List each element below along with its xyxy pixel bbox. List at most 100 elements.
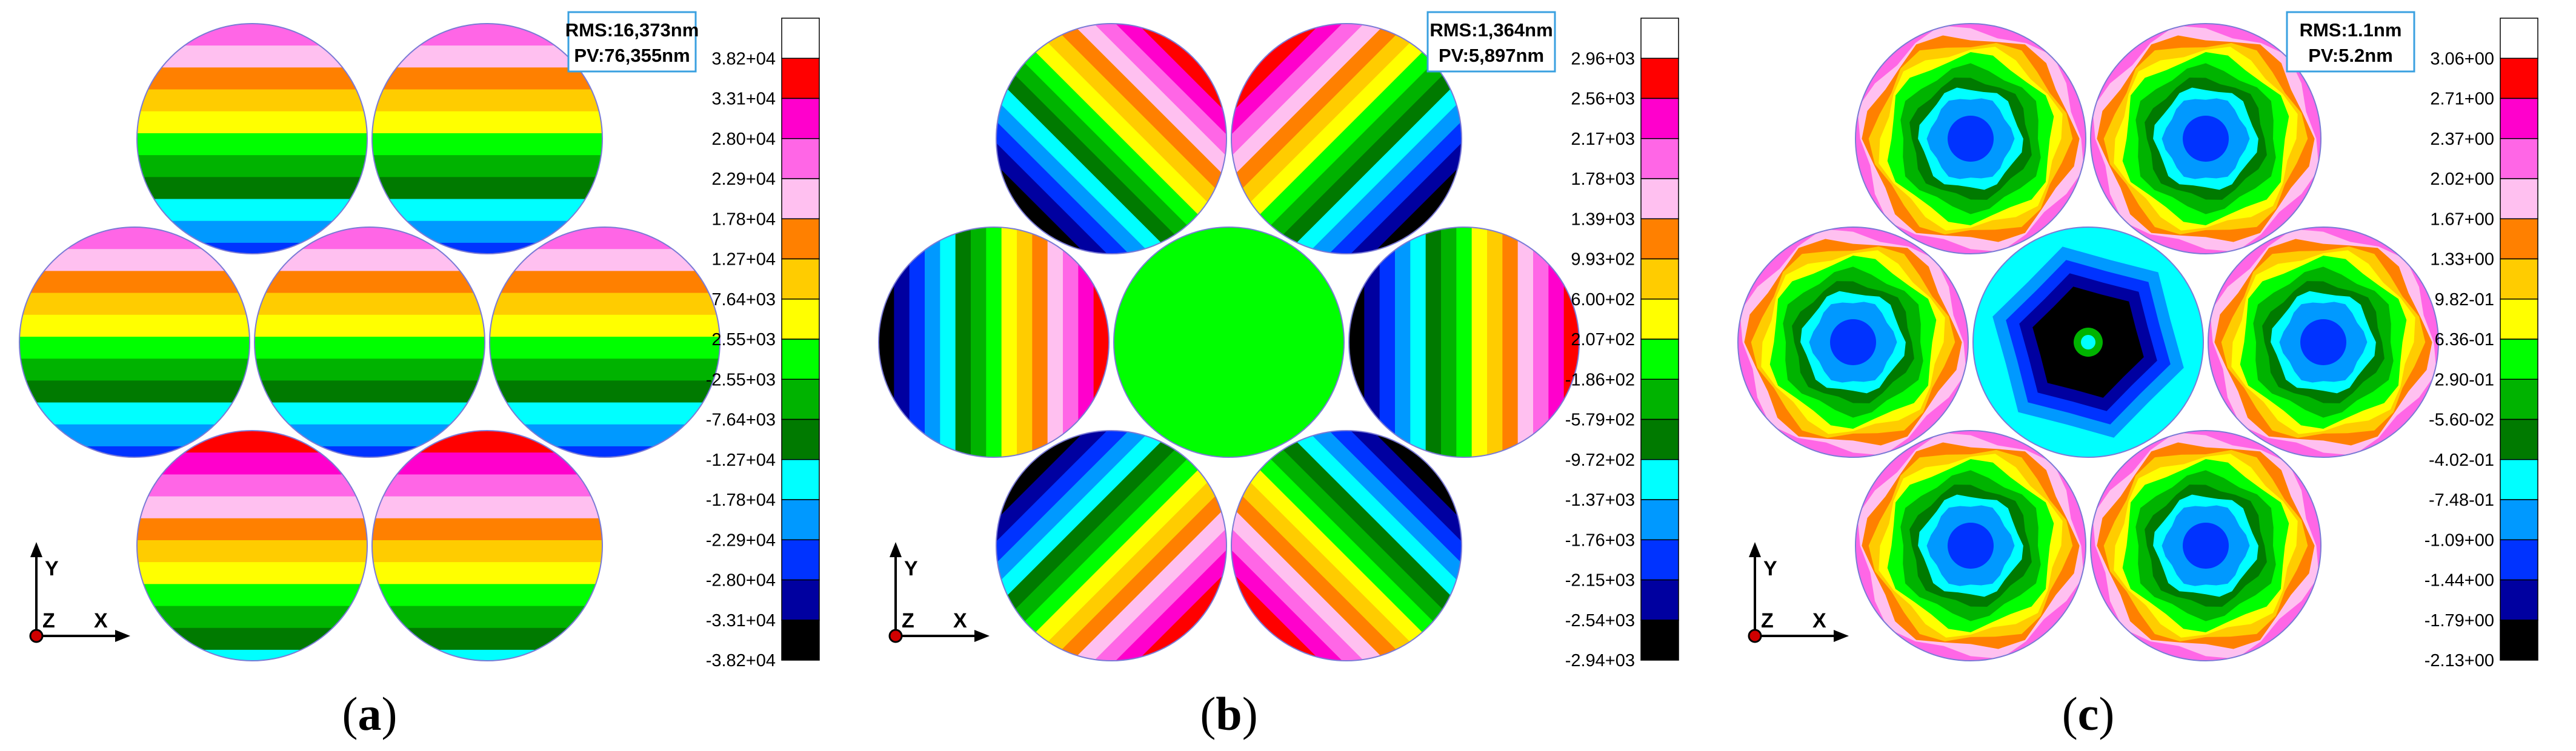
contour-band <box>1231 24 1462 254</box>
contour-band <box>1047 227 1063 457</box>
contour-band <box>1294 87 1462 254</box>
scale-tick-label: 2.02+00 <box>2430 170 2494 189</box>
contour-band <box>1240 33 1462 254</box>
mirror-segment <box>1973 227 2203 457</box>
scale-swatch <box>781 258 820 300</box>
segment-outline <box>1855 23 2086 254</box>
contour-band <box>1231 451 1442 661</box>
z-origin-icon <box>29 629 44 643</box>
contour-band <box>19 271 250 294</box>
y-axis-label: Y <box>904 557 918 580</box>
contour-band <box>1037 24 1226 213</box>
contour-band <box>1231 24 1442 234</box>
segment-outline <box>19 227 250 458</box>
segment-outline <box>996 430 1227 661</box>
mirror-segment <box>1855 431 2086 661</box>
contour-band <box>1948 116 1994 162</box>
contour-band <box>1441 227 1457 457</box>
scale-tick-label: -1.76+03 <box>1565 531 1635 550</box>
contour-band <box>1048 24 1226 202</box>
contour-band <box>996 431 1226 661</box>
scale-swatch <box>781 379 820 420</box>
panel-c: RMS:1.1nm PV:5.2nm 3.06+00 2.71+00 2.37+00 2.… <box>1737 11 2538 740</box>
contour-band <box>19 336 250 359</box>
rms-pv-box: RMS:1.1nm PV:5.2nm <box>2286 11 2415 73</box>
contour-band <box>996 24 1226 254</box>
contour-band <box>372 738 602 751</box>
contour-band <box>255 380 485 403</box>
scale-swatch <box>1640 258 1679 300</box>
contour-band <box>1231 483 1409 661</box>
contour-band <box>1027 462 1226 661</box>
mirror-segments <box>878 23 1580 661</box>
scale-tick-label: -5.60-02 <box>2429 411 2494 430</box>
contour-band <box>1231 24 1420 213</box>
scale-swatch <box>1640 58 1679 99</box>
contour-band <box>372 133 602 156</box>
contour-band <box>137 496 367 519</box>
scale-swatch <box>2500 98 2538 139</box>
contour-band <box>1283 431 1462 609</box>
scale-tick-label: -7.48-01 <box>2429 491 2494 510</box>
contour-band <box>996 33 1217 254</box>
scale-tick-label: 1.27+04 <box>711 250 776 270</box>
scale-tick-label: 2.37+00 <box>2430 130 2494 149</box>
pv-value: PV:76,355nm <box>574 45 690 66</box>
scale-tick-label: 1.33+00 <box>2430 250 2494 270</box>
color-scale: 3.82+04 3.31+04 2.80+04 2.29+04 1.78+04 1.27+… <box>706 18 820 670</box>
scale-swatch <box>1640 620 1679 661</box>
scale-tick-label: 9.82-01 <box>2435 290 2494 309</box>
contour-band <box>1948 523 1994 569</box>
mirror-segment <box>1114 227 1344 457</box>
contour-band <box>996 431 1218 652</box>
scale-swatch <box>2500 499 2538 540</box>
z-origin-icon <box>888 629 903 643</box>
color-scale: 3.06+00 2.71+00 2.37+00 2.02+00 1.67+00 1.33+… <box>2425 18 2538 670</box>
contour-band <box>137 562 367 584</box>
scale-tick-label: -7.64+03 <box>706 411 776 430</box>
contour-band <box>372 496 602 519</box>
scale-tick-label: 2.29+04 <box>711 170 776 189</box>
x-arrow-icon <box>974 630 990 642</box>
contour-band <box>1273 65 1462 254</box>
scale-swatch <box>781 98 820 139</box>
scale-tick-label: -2.54+03 <box>1565 611 1635 630</box>
contour-band <box>137 155 367 177</box>
contour-band <box>19 359 250 381</box>
contour-band <box>19 293 250 316</box>
contour-band <box>1231 472 1420 661</box>
y-axis-label: Y <box>1763 557 1777 580</box>
mirror-segment <box>137 431 367 661</box>
y-arrow-icon <box>890 542 902 557</box>
contour-band <box>372 518 602 541</box>
scale-tick-label: -3.31+04 <box>706 611 776 630</box>
contour-band <box>2183 523 2229 569</box>
contour-band <box>955 227 971 457</box>
contour-band <box>1273 431 1462 620</box>
axis-triad: Y Z X <box>1748 542 1849 643</box>
contour-band <box>1231 24 1399 191</box>
contour-band <box>372 693 602 716</box>
contour-band <box>1027 24 1226 223</box>
contour-band <box>372 562 602 584</box>
scale-swatch <box>2500 539 2538 581</box>
contour-band <box>1038 472 1226 661</box>
contour-band <box>137 199 367 222</box>
scale-tick-label: 2.17+03 <box>1571 130 1635 149</box>
scale-swatch <box>2500 339 2538 380</box>
scale-swatch <box>2500 620 2538 661</box>
scale-swatch <box>2500 138 2538 179</box>
scale-tick-label: -3.82+04 <box>706 651 776 670</box>
scale-swatch <box>781 579 820 621</box>
scale-swatch <box>1640 218 1679 260</box>
scale-swatch <box>1640 18 1679 59</box>
scale-tick-label: 2.80+04 <box>711 130 776 149</box>
contour-band <box>1548 227 1565 457</box>
z-axis-label: Z <box>42 609 55 632</box>
contour-band <box>924 227 940 457</box>
contour-band <box>1048 483 1226 661</box>
segment-outline <box>878 227 1110 458</box>
contour-band <box>996 65 1185 254</box>
segment-outline <box>996 23 1227 254</box>
contour-band <box>137 89 367 112</box>
